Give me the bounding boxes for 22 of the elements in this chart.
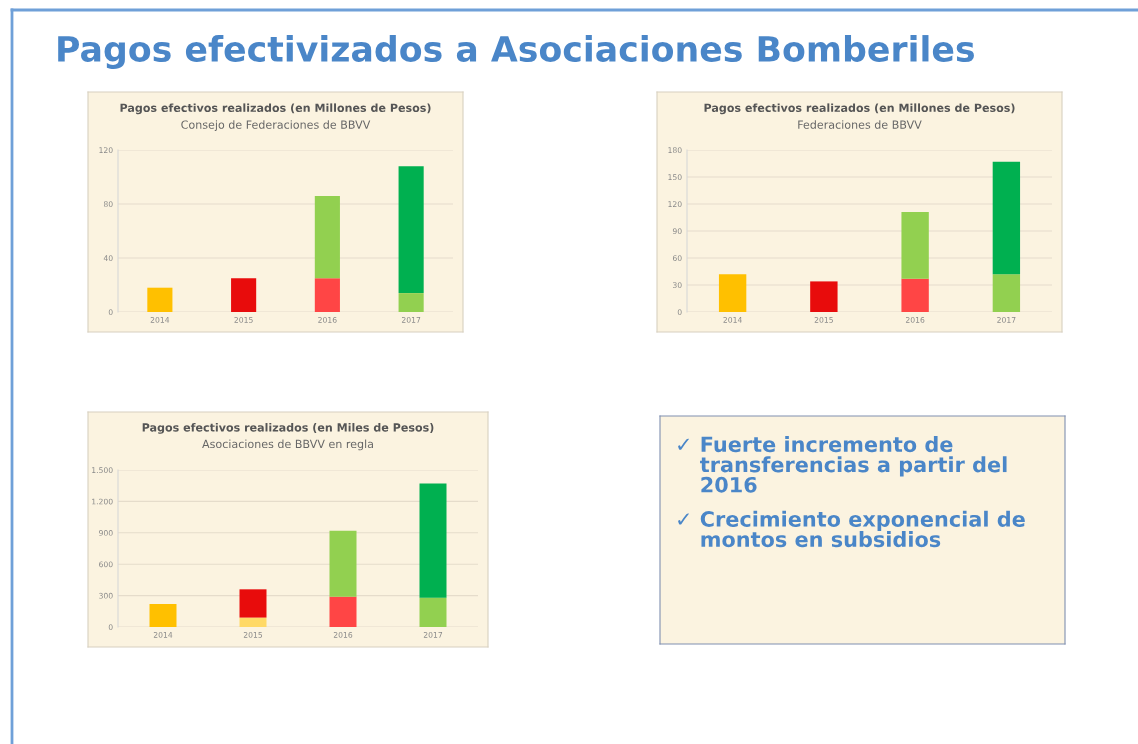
chart-title: Pagos efectivos realizados (en Millones de Pesos) xyxy=(120,103,431,115)
bar xyxy=(147,287,173,312)
bar xyxy=(901,278,929,312)
chart-subtitle: Consejo de Federaciones de BBVV xyxy=(181,120,371,131)
text: Pagos efectivizados a Asociaciones Bomberiles xyxy=(58,35,974,69)
bar xyxy=(398,166,424,294)
bar xyxy=(419,483,447,598)
bar xyxy=(231,278,257,312)
chart-title: Pagos efectivos realizados (en Miles de Pesos) xyxy=(142,423,434,434)
bar xyxy=(239,617,267,627)
bar xyxy=(149,603,177,627)
bar xyxy=(718,274,747,312)
chart-subtitle: Asociaciones de BBVV en regla xyxy=(202,439,373,451)
bar xyxy=(810,281,838,312)
bar xyxy=(992,161,1021,275)
bar xyxy=(314,278,340,312)
text: ✓ Fuerte incremento de transferencias a partir del 2016 xyxy=(678,436,1007,493)
bar xyxy=(329,596,357,627)
chart-subtitle: Federaciones de BBVV xyxy=(798,120,922,129)
bar xyxy=(239,589,267,618)
chart-title: Pagos efectivos realizados (en Millones de Pesos) xyxy=(704,103,1015,115)
text: ✓ Crecimiento exponencial de montos en subsidios xyxy=(678,510,1025,548)
